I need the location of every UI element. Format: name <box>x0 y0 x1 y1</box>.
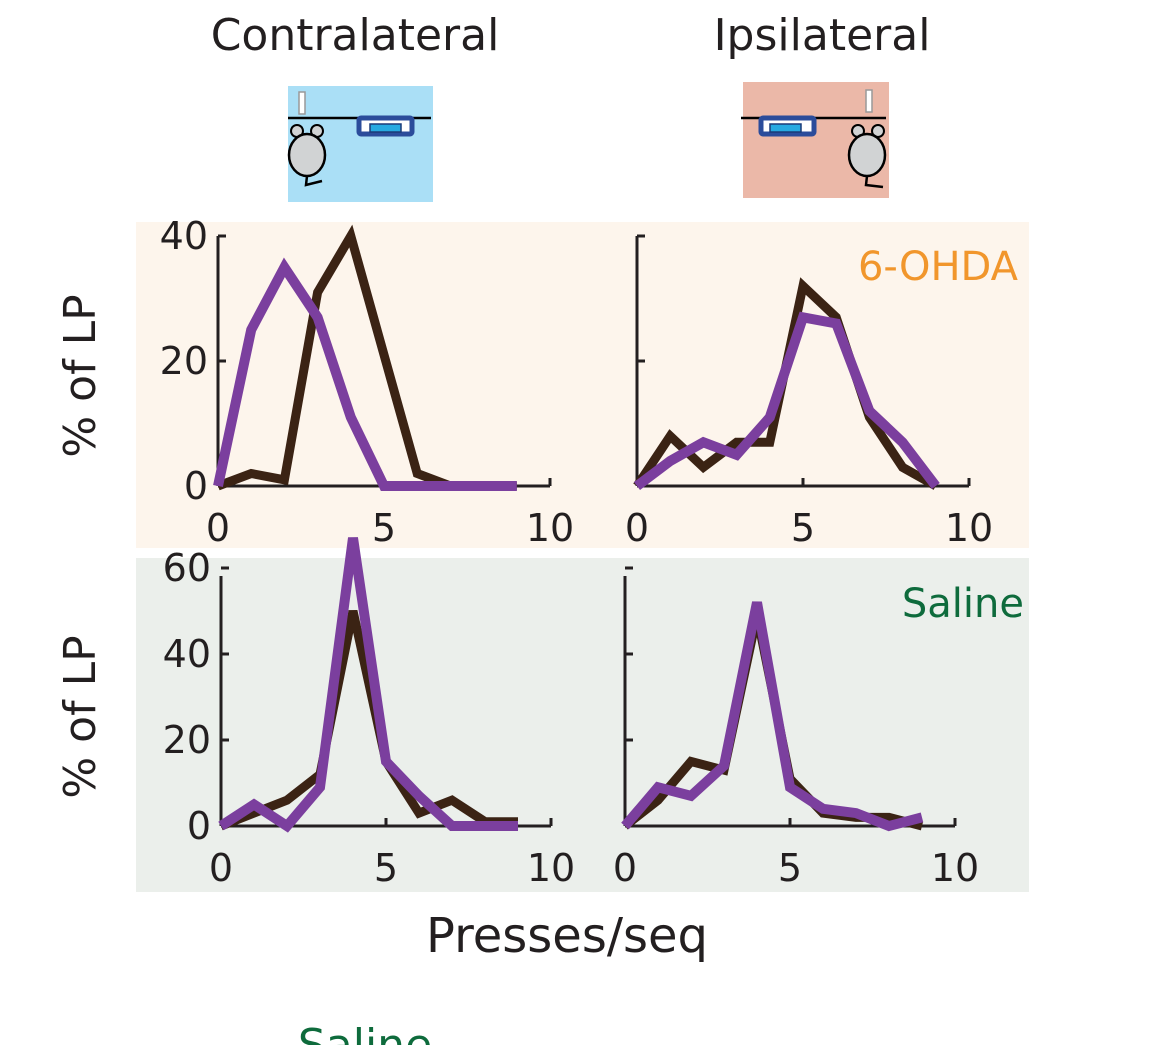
column-title-contralateral: Contralateral <box>211 10 500 61</box>
y-axis-label-top: % of LP <box>55 294 106 457</box>
footer-condition-label: Saline <box>298 1020 432 1045</box>
series-line-2 <box>633 311 940 490</box>
mouse-icon <box>287 124 327 187</box>
x-tick-label: 10 <box>945 506 993 550</box>
y-tick-label: 20 <box>160 339 208 383</box>
y-axis-label-bottom: % of LP <box>55 635 106 798</box>
x-tick-label: 0 <box>209 846 233 890</box>
ipsilateral-setup-schematic <box>741 82 889 198</box>
y-tick-label: 40 <box>160 214 208 258</box>
x-tick-label: 0 <box>613 846 637 890</box>
column-title-ipsilateral: Ipsilateral <box>714 10 931 61</box>
y-tick-label: 20 <box>163 718 211 762</box>
port-marker <box>865 89 873 113</box>
x-tick-label: 5 <box>372 506 396 550</box>
x-tick-label: 10 <box>527 846 575 890</box>
x-tick-label: 0 <box>206 506 230 550</box>
series-line-1 <box>219 610 518 831</box>
chart-6-ohda-ipsilateral: 0 5 10 <box>625 234 993 550</box>
mouse-icon <box>847 124 887 189</box>
chart-saline-contralateral: 0 5 10 0 20 40 60 <box>163 537 575 890</box>
series-line-2 <box>218 537 518 833</box>
x-tick-label: 5 <box>778 846 802 890</box>
port-marker <box>298 91 306 115</box>
chart-saline-ipsilateral: 0 5 10 <box>613 566 979 890</box>
y-tick-label: 60 <box>163 546 211 590</box>
condition-label-saline: Saline <box>902 581 1024 627</box>
chart-6-ohda-contralateral: 0 5 10 0 20 40 <box>160 214 575 550</box>
x-tick-label: 10 <box>931 846 979 890</box>
saline-panel-background <box>136 558 1029 892</box>
y-tick-label: 0 <box>184 464 208 508</box>
contralateral-setup-schematic <box>287 86 433 202</box>
y-tick-label: 40 <box>163 632 211 676</box>
series-line-2 <box>213 257 517 491</box>
x-tick-label: 0 <box>625 506 649 550</box>
lever-light-icon <box>769 123 802 133</box>
condition-label-6-ohda: 6-OHDA <box>858 244 1019 290</box>
x-tick-label: 10 <box>526 506 574 550</box>
x-axis-label: Presses/seq <box>426 908 708 964</box>
x-tick-label: 5 <box>374 846 398 890</box>
y-tick-label: 0 <box>187 804 211 848</box>
lever-light-icon <box>369 123 402 133</box>
series-line-2 <box>621 601 924 832</box>
x-tick-label: 5 <box>791 506 815 550</box>
